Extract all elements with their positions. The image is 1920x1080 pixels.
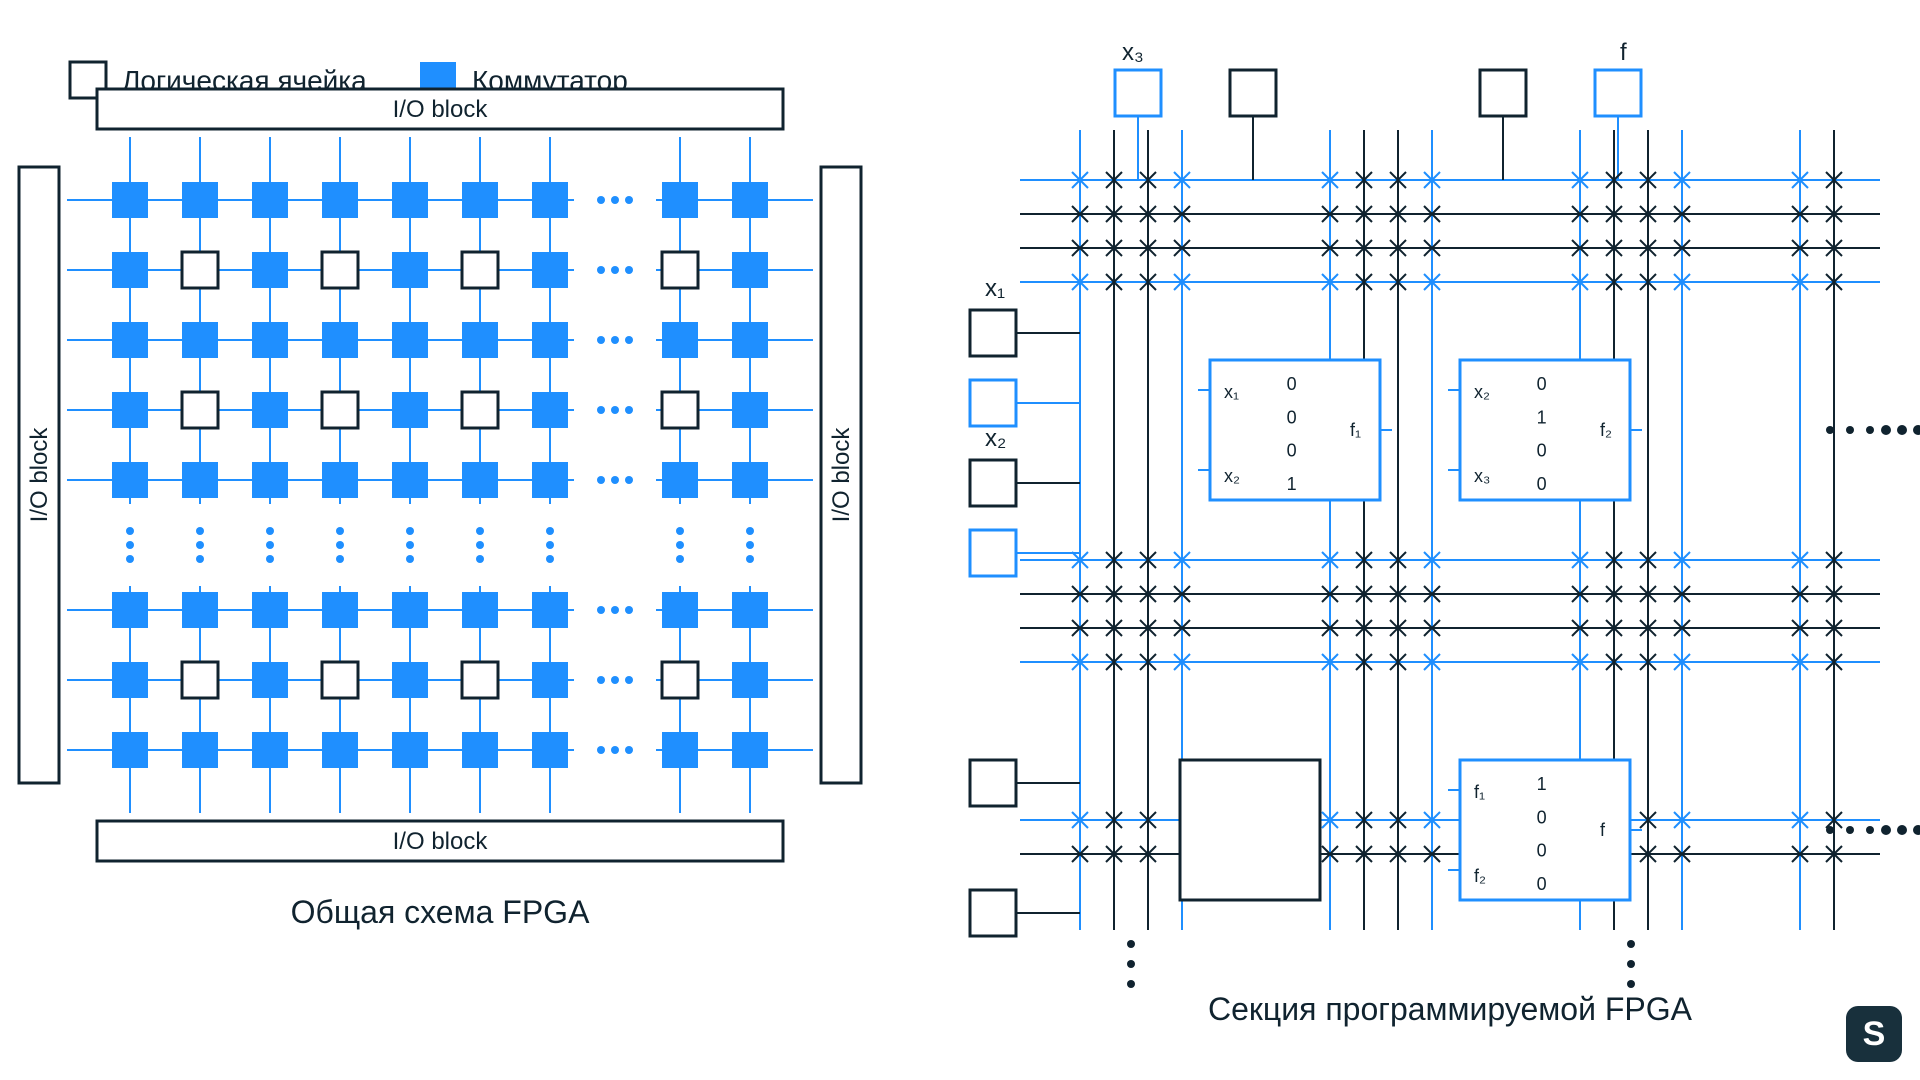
svg-text:0: 0 bbox=[1537, 474, 1547, 494]
svg-text:0: 0 bbox=[1537, 874, 1547, 894]
logo-letter: S bbox=[1863, 1015, 1886, 1054]
svg-text:0: 0 bbox=[1287, 407, 1297, 427]
svg-text:0: 0 bbox=[1537, 374, 1547, 394]
svg-text:f₂: f₂ bbox=[1600, 420, 1612, 440]
svg-text:1: 1 bbox=[1287, 474, 1297, 494]
svg-text:x₂: x₂ bbox=[1474, 382, 1490, 402]
svg-text:x₁: x₁ bbox=[1224, 382, 1239, 402]
svg-text:0: 0 bbox=[1287, 374, 1297, 394]
fpga-general-diagram: I/O block I/O block I/O block I/O block Обща… bbox=[19, 89, 861, 930]
svg-text:0: 0 bbox=[1287, 441, 1297, 461]
svg-text:x₃: x₃ bbox=[1474, 466, 1490, 486]
svg-text:x₂: x₂ bbox=[1224, 466, 1240, 486]
svg-text:x₃: x₃ bbox=[1122, 39, 1144, 66]
svg-text:Общая схема FPGA: Общая схема FPGA bbox=[291, 894, 590, 930]
svg-text:f: f bbox=[1620, 39, 1627, 66]
svg-text:f₁: f₁ bbox=[1474, 782, 1485, 802]
svg-text:I/O block: I/O block bbox=[26, 427, 53, 523]
svg-text:1: 1 bbox=[1537, 407, 1547, 427]
fpga-section-diagram: x₁x₂f₁0001x₂x₃f₂0100f₁f₂f1000x₃fx₁x₂Секц… bbox=[970, 39, 1920, 1027]
svg-text:I/O block: I/O block bbox=[393, 828, 489, 855]
svg-text:f₂: f₂ bbox=[1474, 866, 1486, 886]
svg-text:I/O block: I/O block bbox=[393, 96, 489, 123]
svg-text:I/O block: I/O block bbox=[828, 427, 855, 523]
svg-text:0: 0 bbox=[1537, 807, 1547, 827]
svg-text:f₁: f₁ bbox=[1350, 420, 1361, 440]
svg-text:0: 0 bbox=[1537, 441, 1547, 461]
svg-text:1: 1 bbox=[1537, 774, 1547, 794]
logo-badge: S bbox=[1846, 1006, 1902, 1062]
svg-text:x₁: x₁ bbox=[985, 275, 1005, 302]
svg-text:x₂: x₂ bbox=[985, 425, 1006, 452]
svg-text:Секция программируемой FPGA: Секция программируемой FPGA bbox=[1208, 991, 1693, 1027]
svg-text:0: 0 bbox=[1537, 841, 1547, 861]
